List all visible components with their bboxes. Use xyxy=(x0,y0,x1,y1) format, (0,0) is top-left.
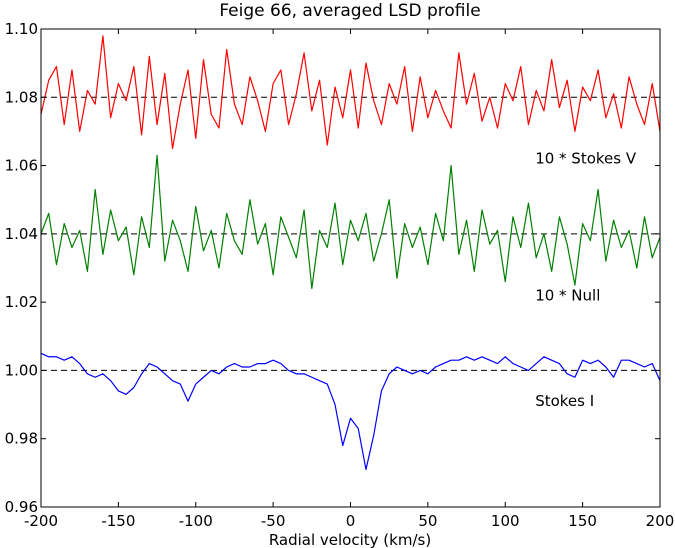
ticks: -200 -150 -100 -50 0 50 100 150 200 0.96 0.98 1.00 1… xyxy=(5,20,675,530)
x-tick-label: 200 xyxy=(646,512,675,530)
y-tick-label: 0.98 xyxy=(5,430,38,448)
x-tick-label: -200 xyxy=(24,512,58,530)
series-line-2 xyxy=(40,352,661,471)
annotation-label: Stokes I xyxy=(535,392,594,410)
x-axis-label: Radial velocity (km/s) xyxy=(269,531,431,548)
y-tick-label: 1.06 xyxy=(5,157,38,175)
y-tick-label: 1.04 xyxy=(5,225,38,243)
x-tick-label: -50 xyxy=(261,512,286,530)
x-tick-label: -100 xyxy=(179,512,213,530)
annotation-label: 10 * Null xyxy=(535,286,600,304)
y-tick-label: 1.02 xyxy=(5,293,38,311)
y-tick-label: 1.08 xyxy=(5,88,38,106)
y-tick-label: 0.96 xyxy=(5,498,38,516)
annotations: 10 * Stokes V 10 * Null Stokes I xyxy=(535,150,637,410)
series-group xyxy=(40,35,661,471)
chart-title: Feige 66, averaged LSD profile xyxy=(219,1,480,21)
series-line-0 xyxy=(40,35,661,150)
x-tick-label: 100 xyxy=(491,512,520,530)
x-tick-label: 50 xyxy=(418,512,437,530)
series-line-1 xyxy=(40,154,661,290)
x-tick-label: -150 xyxy=(101,512,135,530)
annotation-label: 10 * Stokes V xyxy=(535,150,637,168)
x-tick-label: 0 xyxy=(346,512,356,530)
x-tick-label: 150 xyxy=(568,512,597,530)
y-tick-label: 1.00 xyxy=(5,361,38,379)
y-tick-label: 1.10 xyxy=(5,20,38,38)
plot-frame xyxy=(40,28,661,508)
